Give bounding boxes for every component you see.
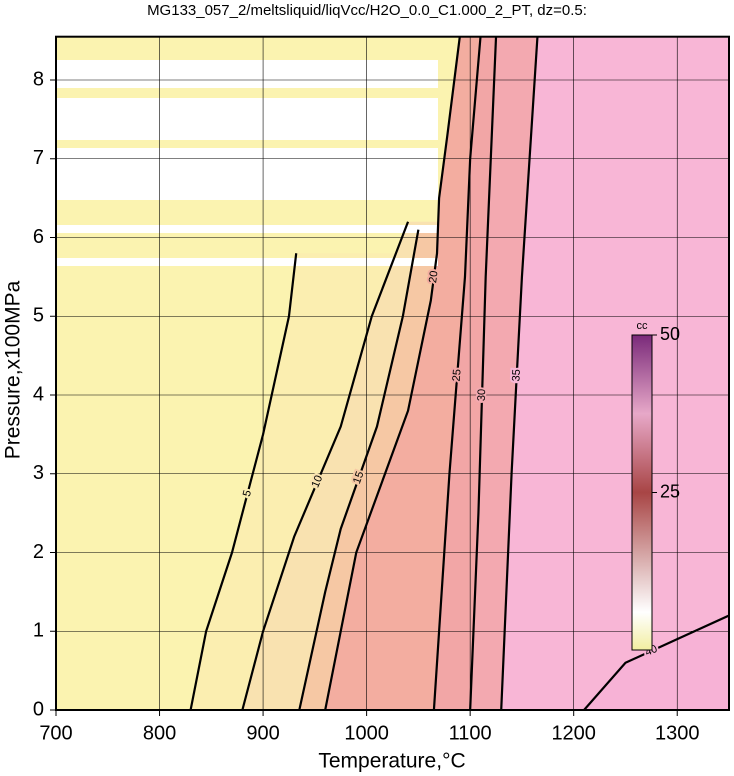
- y-tick-label: 1: [33, 620, 44, 642]
- y-tick-label: 3: [33, 462, 44, 484]
- y-tick-label: 8: [33, 68, 44, 90]
- y-tick-label: 0: [33, 698, 44, 720]
- y-tick-label: 7: [33, 147, 44, 169]
- x-tick-label: 700: [39, 722, 72, 744]
- plot-frame: [55, 35, 730, 711]
- y-tick-label: 2: [33, 541, 44, 563]
- y-axis-label: Pressure,x100MPa: [2, 280, 25, 459]
- contour-label: 35: [510, 369, 523, 382]
- contour-fill: [584, 615, 729, 710]
- colorbar-ticks: 25 50: [652, 324, 680, 501]
- x-axis-label: Temperature,°C: [318, 750, 465, 773]
- contour-fill: [501, 36, 729, 710]
- contour-label: 20: [427, 270, 440, 284]
- contour-layer: [189, 36, 729, 710]
- contour-line: [469, 36, 498, 710]
- y-tick-label: 6: [33, 226, 44, 248]
- x-tick-label: 1200: [551, 722, 596, 744]
- colorbar: [631, 334, 653, 651]
- contour-line: [432, 36, 482, 710]
- x-tick-label: 1100: [449, 722, 492, 744]
- contour-line: [241, 221, 410, 710]
- contour-line: [583, 614, 729, 710]
- colorbar-label: cc: [637, 320, 649, 332]
- contour-label: 25: [451, 369, 464, 382]
- y-tick-label: 4: [33, 383, 44, 405]
- contour-line: [500, 36, 539, 710]
- x-tick-label: 1000: [344, 722, 389, 744]
- y-tick-label: 5: [33, 305, 44, 327]
- colorbar-tick-label: 50: [660, 324, 680, 344]
- contour-line: [298, 229, 420, 710]
- x-tick-label: 800: [143, 722, 176, 744]
- contour-line: [324, 36, 461, 710]
- colorbar-tick-label: 25: [660, 481, 680, 501]
- x-tick-label: 1300: [655, 722, 700, 744]
- contour-line: [189, 253, 298, 710]
- contour-label: 30: [476, 389, 488, 402]
- chart-title: MG133_057_2/meltsliquid/liqVcc/H2O_0.0_C…: [147, 2, 587, 19]
- x-tick-label: 900: [246, 722, 279, 744]
- no-data-stripes: [56, 60, 438, 266]
